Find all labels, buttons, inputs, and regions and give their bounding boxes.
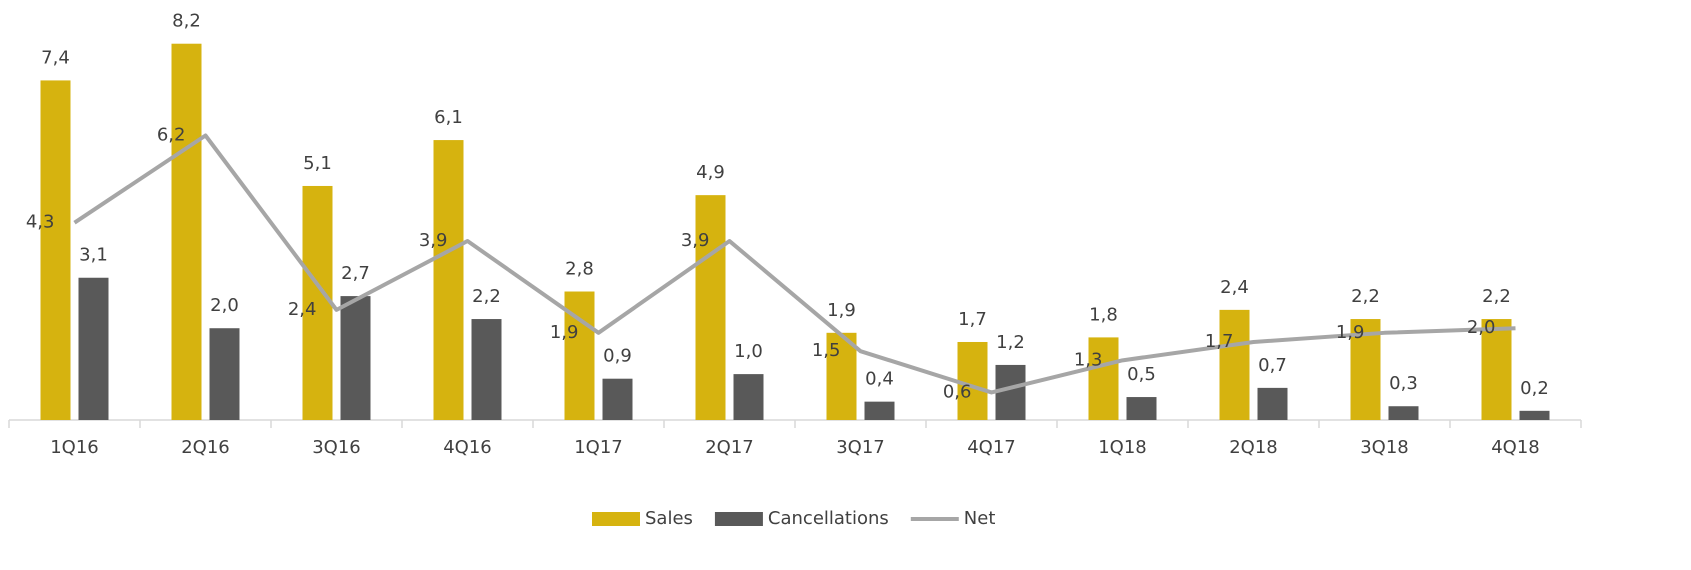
bar (1126, 397, 1157, 420)
data-label: 5,1 (303, 153, 332, 174)
bar (1219, 309, 1250, 420)
legend-swatch (592, 512, 640, 526)
bar (1519, 410, 1550, 420)
data-label: 3,9 (419, 230, 448, 251)
data-label: 1,3 (1074, 349, 1103, 370)
data-label: 0,6 (943, 381, 972, 402)
data-label: 1,8 (1089, 304, 1118, 325)
bar (695, 195, 726, 420)
bar (340, 296, 371, 420)
data-label: 1,2 (996, 332, 1025, 353)
data-label: 1,9 (1336, 322, 1365, 343)
data-label: 1,5 (812, 340, 841, 361)
data-label: 6,1 (434, 107, 463, 128)
bar (209, 328, 240, 420)
bar (733, 374, 764, 420)
data-label: 0,7 (1258, 355, 1287, 376)
data-label: 1,9 (827, 300, 856, 321)
bar (78, 277, 109, 420)
data-label: 0,4 (865, 369, 894, 390)
legend-label: Net (964, 508, 996, 529)
legend-label: Sales (645, 508, 693, 529)
data-label: 2,8 (565, 259, 594, 280)
data-label: 1,0 (734, 341, 763, 362)
x-tick-label: 2Q18 (1229, 437, 1278, 458)
bar (302, 185, 333, 420)
data-label: 1,9 (550, 322, 579, 343)
data-label: 0,3 (1389, 373, 1418, 394)
data-label: 2,4 (1220, 277, 1249, 298)
data-label: 2,2 (1351, 286, 1380, 307)
bar (826, 332, 857, 420)
data-label: 4,9 (696, 162, 725, 183)
line (73, 133, 1516, 395)
bar (433, 140, 464, 421)
bar (602, 378, 633, 420)
x-tick-label: 1Q17 (574, 437, 623, 458)
x-tick-label: 2Q16 (181, 437, 230, 458)
bar (995, 364, 1026, 420)
data-label: 2,7 (341, 263, 370, 284)
data-label: 3,1 (79, 245, 108, 266)
data-label: 2,0 (210, 295, 239, 316)
bar (864, 401, 895, 420)
x-tick-label: 3Q17 (836, 437, 885, 458)
data-label: 8,2 (172, 11, 201, 32)
data-label: 6,2 (157, 124, 186, 145)
bar (1481, 319, 1512, 420)
data-label: 2,2 (472, 286, 501, 307)
data-label: 0,9 (603, 346, 632, 367)
x-tick-label: 1Q18 (1098, 437, 1147, 458)
bar (40, 80, 71, 420)
data-label: 0,5 (1127, 364, 1156, 385)
data-label: 3,9 (681, 230, 710, 251)
bar (957, 341, 988, 420)
x-tick-label: 3Q18 (1360, 437, 1409, 458)
x-tick-label: 4Q18 (1491, 437, 1540, 458)
x-tick-label: 1Q16 (50, 437, 99, 458)
x-tick-label: 3Q16 (312, 437, 361, 458)
x-tick-label: 4Q16 (443, 437, 492, 458)
data-label: 4,3 (26, 212, 55, 233)
legend-swatch (714, 512, 763, 526)
data-label: 2,0 (1467, 317, 1496, 338)
data-label: 1,7 (958, 309, 987, 330)
x-tick-label: 4Q17 (967, 437, 1016, 458)
data-label: 0,2 (1520, 378, 1549, 399)
legend-label: Cancellations (768, 508, 889, 529)
x-tick-label: 2Q17 (705, 437, 754, 458)
bar (1257, 387, 1288, 420)
bar (471, 319, 502, 420)
bar (1088, 337, 1119, 420)
bar (1388, 406, 1419, 420)
data-label: 2,4 (288, 299, 317, 320)
data-label: 1,7 (1205, 331, 1234, 352)
bar (171, 43, 202, 420)
data-label: 7,4 (41, 47, 70, 68)
data-label: 2,2 (1482, 286, 1511, 307)
